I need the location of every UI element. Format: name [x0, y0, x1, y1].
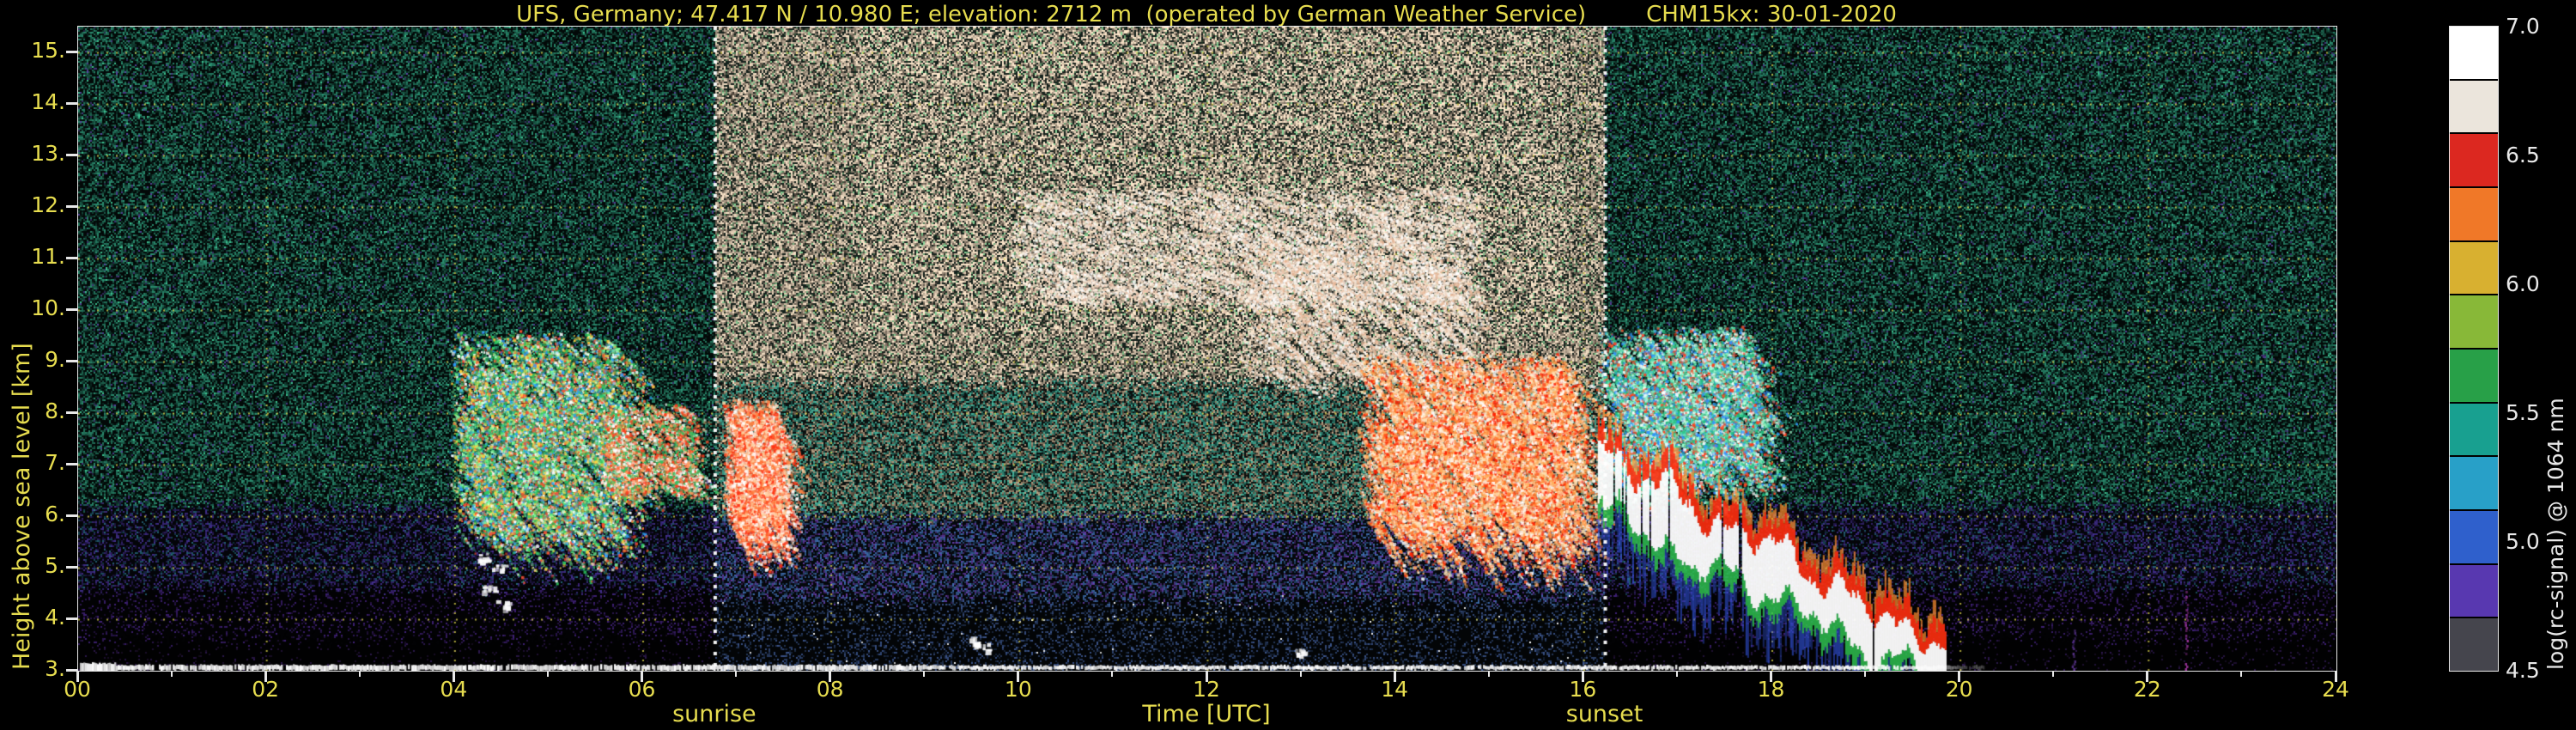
- x-tick-mark: [452, 671, 455, 682]
- x-minor-tick-mark: [1299, 671, 1302, 677]
- y-tick-mark: [66, 668, 77, 672]
- x-tick-mark: [1393, 671, 1396, 682]
- x-minor-tick-mark: [170, 671, 173, 677]
- heatmap-canvas: [78, 27, 2336, 671]
- x-tick-mark: [264, 671, 267, 682]
- x-tick-mark: [1017, 671, 1020, 682]
- colorbar: [2449, 26, 2499, 672]
- y-tick-label: 9.: [45, 347, 65, 372]
- colorbar-band: [2450, 78, 2498, 133]
- y-tick-mark: [66, 359, 77, 362]
- y-tick-mark: [66, 514, 77, 517]
- colorbar-band: [2450, 455, 2498, 510]
- colorbar-band: [2450, 401, 2498, 456]
- colorbar-band: [2450, 348, 2498, 402]
- x-tick-mark: [2334, 671, 2337, 682]
- y-tick-label: 3.: [45, 656, 65, 681]
- x-minor-tick-mark: [358, 671, 361, 677]
- x-tick-mark: [76, 671, 79, 682]
- x-tick-mark: [829, 671, 832, 682]
- x-tick-mark: [1581, 671, 1584, 682]
- x-minor-tick-mark: [2240, 671, 2243, 677]
- y-tick-label: 8.: [45, 398, 65, 423]
- y-tick-label: 11.: [31, 244, 65, 269]
- colorbar-band: [2450, 240, 2498, 295]
- y-tick-mark: [66, 411, 77, 414]
- x-minor-tick-mark: [923, 671, 926, 677]
- colorbar-tick-label: 7.0: [2506, 14, 2540, 39]
- colorbar-band: [2450, 294, 2498, 349]
- y-tick-label: 14.: [31, 89, 65, 114]
- y-tick-mark: [66, 462, 77, 465]
- y-tick-mark: [66, 565, 77, 569]
- x-minor-tick-mark: [1675, 671, 1678, 677]
- colorbar-band: [2450, 509, 2498, 563]
- y-tick-mark: [66, 307, 77, 311]
- y-tick-mark: [66, 101, 77, 105]
- sunrise-label: sunrise: [672, 701, 756, 727]
- x-tick-mark: [1770, 671, 1772, 682]
- x-minor-tick-mark: [1111, 671, 1114, 677]
- x-minor-tick-mark: [1864, 671, 1867, 677]
- x-tick-mark: [1205, 671, 1208, 682]
- y-tick-label: 15.: [31, 38, 65, 63]
- y-tick-label: 12.: [31, 192, 65, 217]
- colorbar-tick-label: 4.5: [2506, 658, 2540, 683]
- x-tick-mark: [1958, 671, 1961, 682]
- colorbar-tick-label: 6.0: [2506, 271, 2540, 296]
- x-axis-title: Time [UTC]: [1142, 701, 1271, 727]
- colorbar-tick-label: 5.0: [2506, 529, 2540, 554]
- y-tick-mark: [66, 204, 77, 208]
- colorbar-band: [2450, 617, 2498, 672]
- y-tick-label: 10.: [31, 295, 65, 320]
- x-tick-mark: [641, 671, 643, 682]
- colorbar-band: [2450, 27, 2498, 79]
- x-minor-tick-mark: [2052, 671, 2055, 677]
- colorbar-band: [2450, 132, 2498, 187]
- colorbar-tick-label: 5.5: [2506, 400, 2540, 425]
- x-minor-tick-mark: [735, 671, 738, 677]
- colorbar-title: log(rc-signal) @ 1064 nm: [2543, 398, 2568, 670]
- y-tick-mark: [66, 153, 77, 156]
- y-tick-mark: [66, 617, 77, 620]
- chart-title: UFS, Germany; 47.417 N / 10.980 E; eleva…: [516, 2, 1587, 27]
- y-tick-label: 7.: [45, 450, 65, 475]
- plot-area: [77, 26, 2337, 672]
- y-tick-label: 13.: [31, 141, 65, 166]
- x-tick-mark: [2146, 671, 2149, 682]
- x-minor-tick-mark: [546, 671, 549, 677]
- y-tick-mark: [66, 256, 77, 259]
- y-tick-label: 4.: [45, 605, 65, 630]
- y-tick-label: 6.: [45, 502, 65, 526]
- colorbar-band: [2450, 186, 2498, 240]
- title-row: UFS, Germany; 47.417 N / 10.980 E; eleva…: [77, 2, 2336, 27]
- sunset-label: sunset: [1565, 701, 1643, 727]
- colorbar-band: [2450, 563, 2498, 617]
- colorbar-tick-label: 6.5: [2506, 143, 2540, 167]
- y-tick-mark: [66, 50, 77, 53]
- x-minor-tick-mark: [1487, 671, 1490, 677]
- chart-title-instrument-date: CHM15kx: 30-01-2020: [1646, 2, 1897, 27]
- y-tick-label: 5.: [45, 553, 65, 578]
